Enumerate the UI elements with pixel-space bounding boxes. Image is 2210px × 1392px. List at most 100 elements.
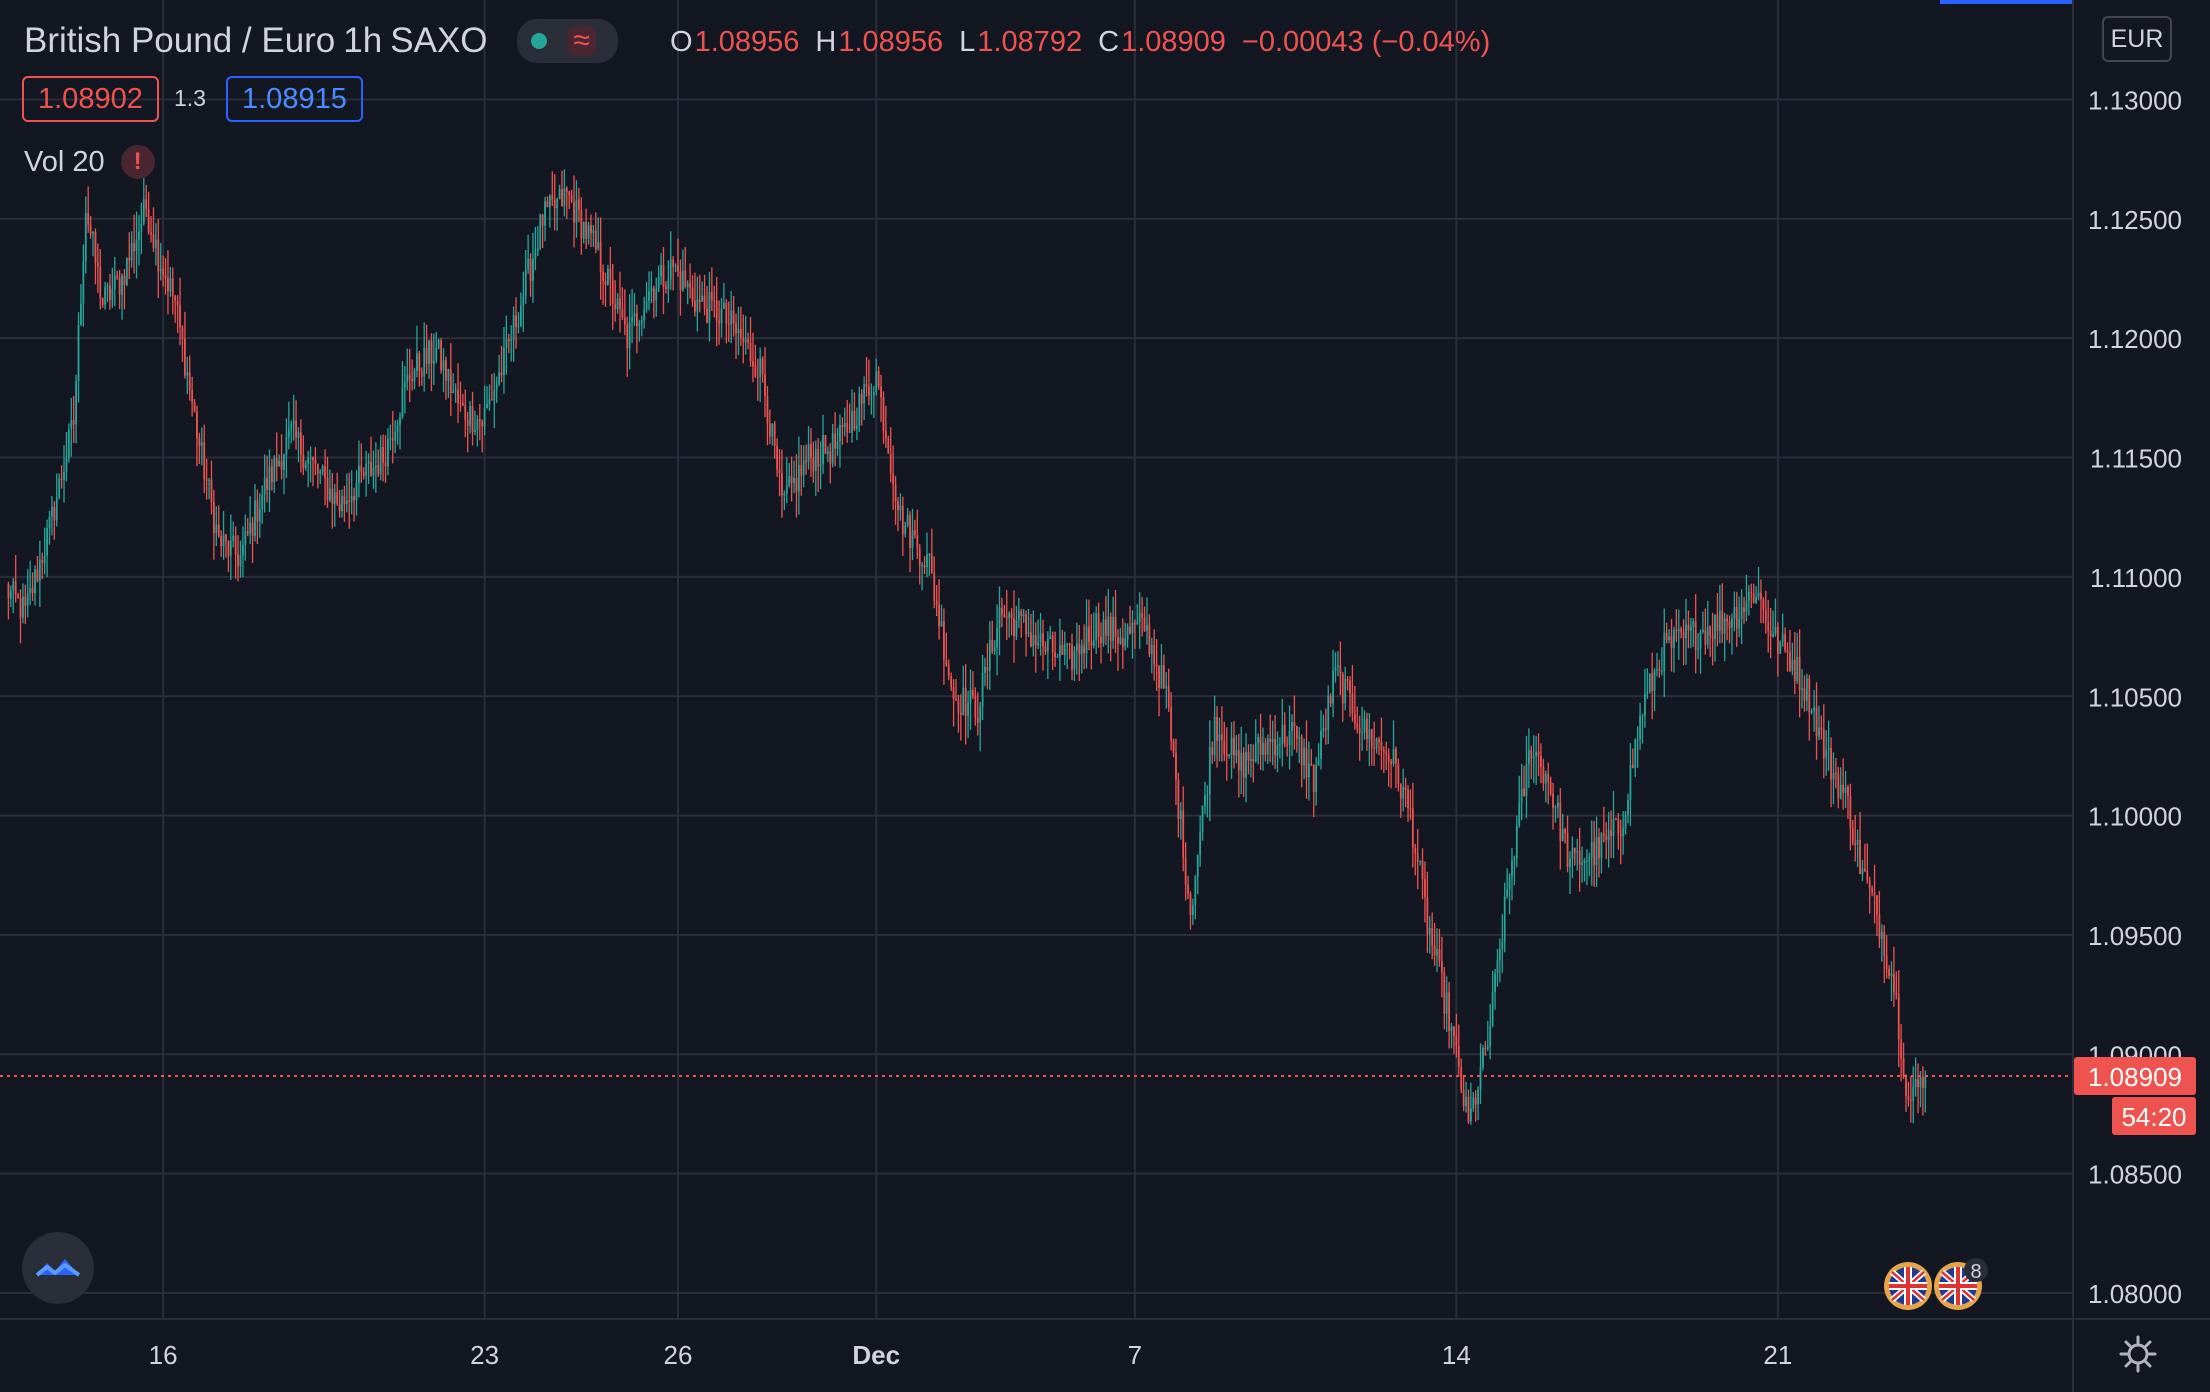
candle-body [1503, 896, 1506, 943]
candle-body [314, 459, 317, 464]
candle-body [493, 390, 496, 401]
candle-body [698, 299, 701, 302]
candle-body [1409, 808, 1412, 810]
candle-body [1455, 1035, 1458, 1046]
candle-body [60, 478, 63, 480]
candle-body [602, 271, 604, 282]
candle-body [1883, 931, 1886, 956]
currency-button[interactable]: EUR [2102, 16, 2172, 62]
events-count-badge: 8 [1970, 1261, 1981, 1283]
candle-body [640, 320, 643, 324]
candle-body [1245, 752, 1247, 778]
candle-body [894, 484, 897, 502]
candle-body [1880, 931, 1883, 939]
candle-body [435, 347, 438, 361]
candle-body [1779, 642, 1782, 654]
candle-body [326, 477, 329, 500]
candle-body [1133, 623, 1136, 625]
candle-body [396, 424, 399, 432]
candle-body [1254, 742, 1257, 762]
candle-body [1368, 729, 1371, 740]
candle-body [947, 664, 950, 677]
candle-body [418, 353, 421, 372]
candle-body [1005, 616, 1008, 618]
candle-body [807, 443, 810, 463]
candle-body [283, 454, 285, 470]
candle-body [1095, 613, 1098, 640]
candle-body [1561, 829, 1564, 842]
candle-body [341, 496, 343, 512]
candle-body [916, 535, 919, 549]
candle-body [205, 479, 208, 481]
candle-body [246, 531, 249, 534]
uk-flag-icon[interactable] [1884, 1262, 1932, 1310]
economic-events[interactable]: 8 [1882, 1256, 1992, 1317]
candle-body [174, 296, 177, 302]
candle-body [1448, 992, 1451, 1032]
buy-button[interactable]: 1.08915 [226, 76, 363, 122]
candle-body [1124, 638, 1127, 647]
candle-body [1167, 686, 1170, 708]
candle-body [657, 276, 660, 290]
sell-button[interactable]: 1.08902 [22, 76, 159, 122]
candle-body [263, 478, 266, 495]
candle-body [986, 666, 989, 671]
candle-body [1682, 632, 1685, 639]
candle-body [1554, 806, 1557, 809]
candle-body [1815, 707, 1818, 737]
candle-body [1636, 739, 1639, 741]
candle-body [355, 482, 358, 501]
candle-body [312, 457, 314, 460]
warning-icon[interactable]: ! [120, 145, 155, 179]
candle-body [1839, 784, 1842, 799]
candle-body [708, 291, 711, 323]
interval-label[interactable]: 1h [343, 21, 383, 60]
candle-body [1378, 738, 1380, 742]
candle-body [498, 372, 501, 385]
candle-body [345, 500, 348, 505]
candle-body [1143, 617, 1146, 631]
candle-body [377, 465, 380, 475]
settings-gear-icon[interactable] [2118, 1334, 2158, 1374]
candle-body [478, 419, 481, 422]
candle-body [565, 187, 568, 192]
candle-body [200, 442, 203, 447]
market-status[interactable]: ≈ [517, 19, 618, 63]
candle-body [1189, 893, 1192, 915]
candle-body [1158, 666, 1160, 689]
candle-body [1760, 592, 1762, 600]
candle-body [459, 402, 462, 404]
candle-body [1559, 802, 1562, 842]
volume-label[interactable]: Vol 20 [24, 145, 105, 178]
tradingview-logo[interactable] [22, 1232, 94, 1304]
candle-body [594, 230, 597, 250]
candle-body [1160, 664, 1163, 689]
candle-body [1849, 796, 1852, 828]
candle-body [1460, 1067, 1463, 1091]
candle-body [1523, 788, 1525, 796]
candle-body [875, 370, 878, 393]
candle-body [399, 416, 401, 425]
candle-body [814, 448, 817, 472]
candle-body [1527, 750, 1530, 764]
candle-body [778, 469, 781, 473]
candle-body [1237, 750, 1240, 771]
x-tick-label: 21 [1763, 1340, 1792, 1370]
volume-indicator-legend[interactable]: Vol 20 ! [24, 142, 155, 182]
symbol-name[interactable]: British Pound / Euro [24, 21, 336, 60]
candle-body [1252, 759, 1255, 762]
candle-body [609, 268, 612, 280]
candle-body [918, 548, 921, 566]
candle-body [154, 239, 157, 248]
candle-body [1740, 607, 1743, 619]
candle-body [913, 530, 916, 536]
candle-body [188, 372, 191, 391]
candle-body [725, 302, 728, 324]
candle-body [797, 465, 800, 492]
candle-body [1148, 624, 1151, 654]
candle-body [959, 712, 962, 716]
candle-body [582, 221, 585, 239]
symbol-title[interactable]: British Pound / Euro 1h SAXO ≈ [24, 14, 626, 68]
candle-body [1066, 643, 1069, 645]
